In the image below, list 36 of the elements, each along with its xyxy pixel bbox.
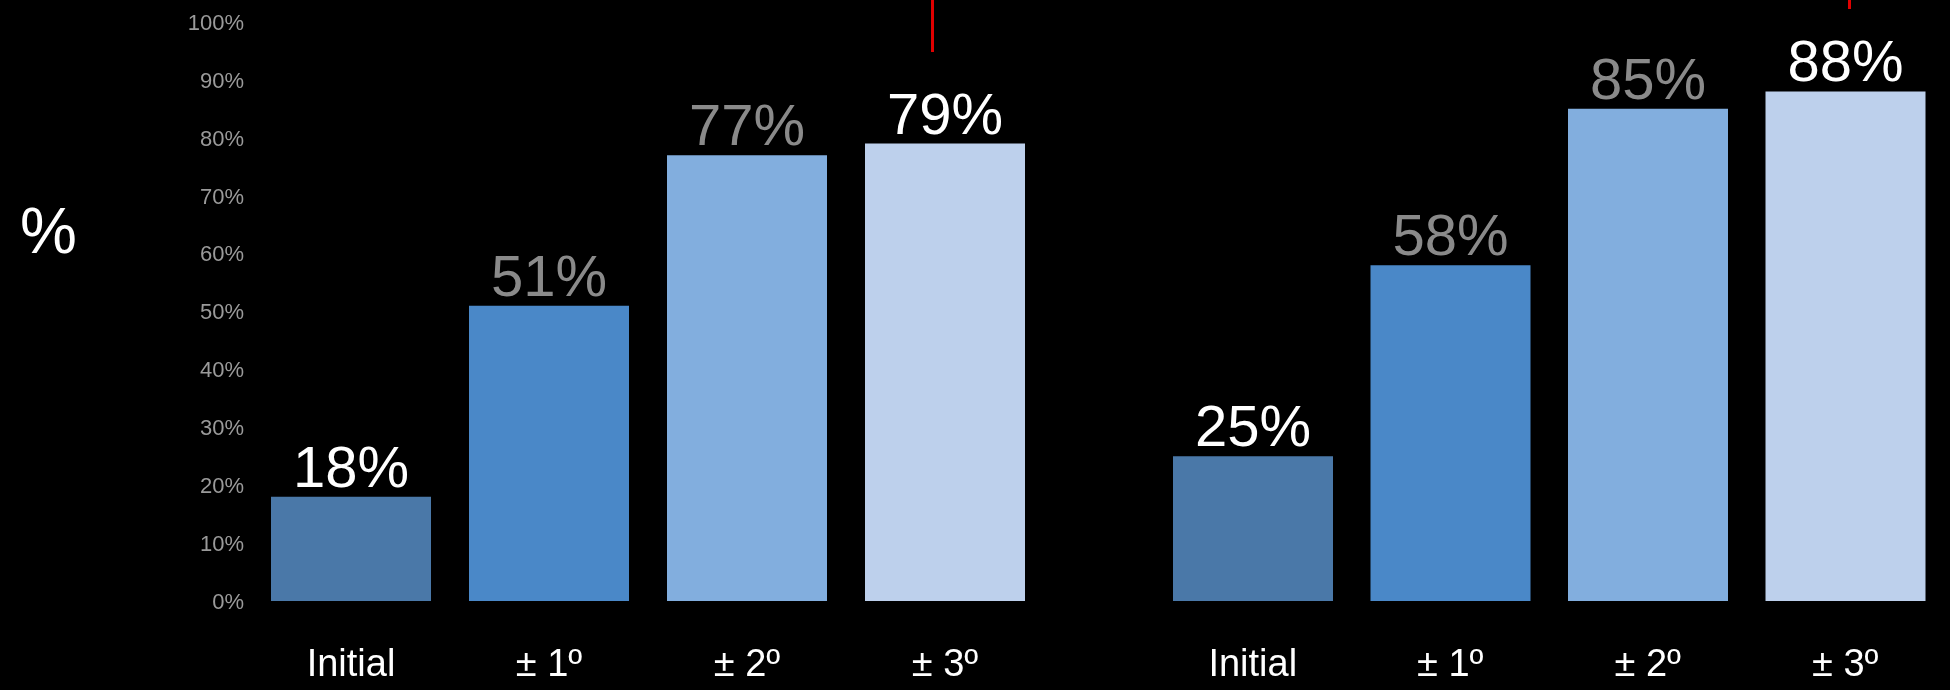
y-tick-label: 30% <box>199 415 244 441</box>
y-tick-label: 20% <box>199 473 244 499</box>
bar <box>1765 91 1926 601</box>
y-tick-label: 100% <box>187 9 244 35</box>
x-tick-label: Initial <box>1208 641 1298 684</box>
y-axis-title: % <box>20 195 77 268</box>
y-tick-label: 40% <box>199 357 244 383</box>
x-tick-label: ± 2º <box>1614 641 1682 684</box>
data-label: 18% <box>292 433 410 499</box>
bar <box>1568 108 1728 601</box>
y-tick-label: 80% <box>199 125 244 151</box>
bar <box>469 305 629 601</box>
bar <box>667 155 827 601</box>
x-tick-label: ± 3º <box>1812 641 1879 684</box>
y-tick-label: 90% <box>199 67 244 93</box>
x-tick-label: Initial <box>306 641 396 684</box>
bar <box>271 496 431 601</box>
bar <box>1370 265 1531 601</box>
data-label: 85% <box>1589 45 1707 111</box>
data-label: 88% <box>1787 28 1904 94</box>
y-tick-label: 10% <box>199 530 244 556</box>
y-tick-label: 50% <box>199 299 244 325</box>
y-tick-label: 70% <box>199 183 244 209</box>
y-tick-label: 0% <box>212 588 244 614</box>
data-label: 58% <box>1392 202 1509 268</box>
x-tick-label: ± 1º <box>515 641 583 684</box>
data-label: 79% <box>886 80 1004 146</box>
data-label: 51% <box>490 242 608 308</box>
bar <box>1173 456 1333 601</box>
data-label: 25% <box>1194 393 1312 459</box>
bar <box>865 143 1025 601</box>
x-tick-label: ± 3º <box>911 641 979 684</box>
x-tick-label: ± 1º <box>1417 641 1484 684</box>
data-label: 77% <box>688 92 806 158</box>
y-tick-label: 60% <box>199 241 244 267</box>
x-tick-label: ± 2º <box>713 641 781 684</box>
